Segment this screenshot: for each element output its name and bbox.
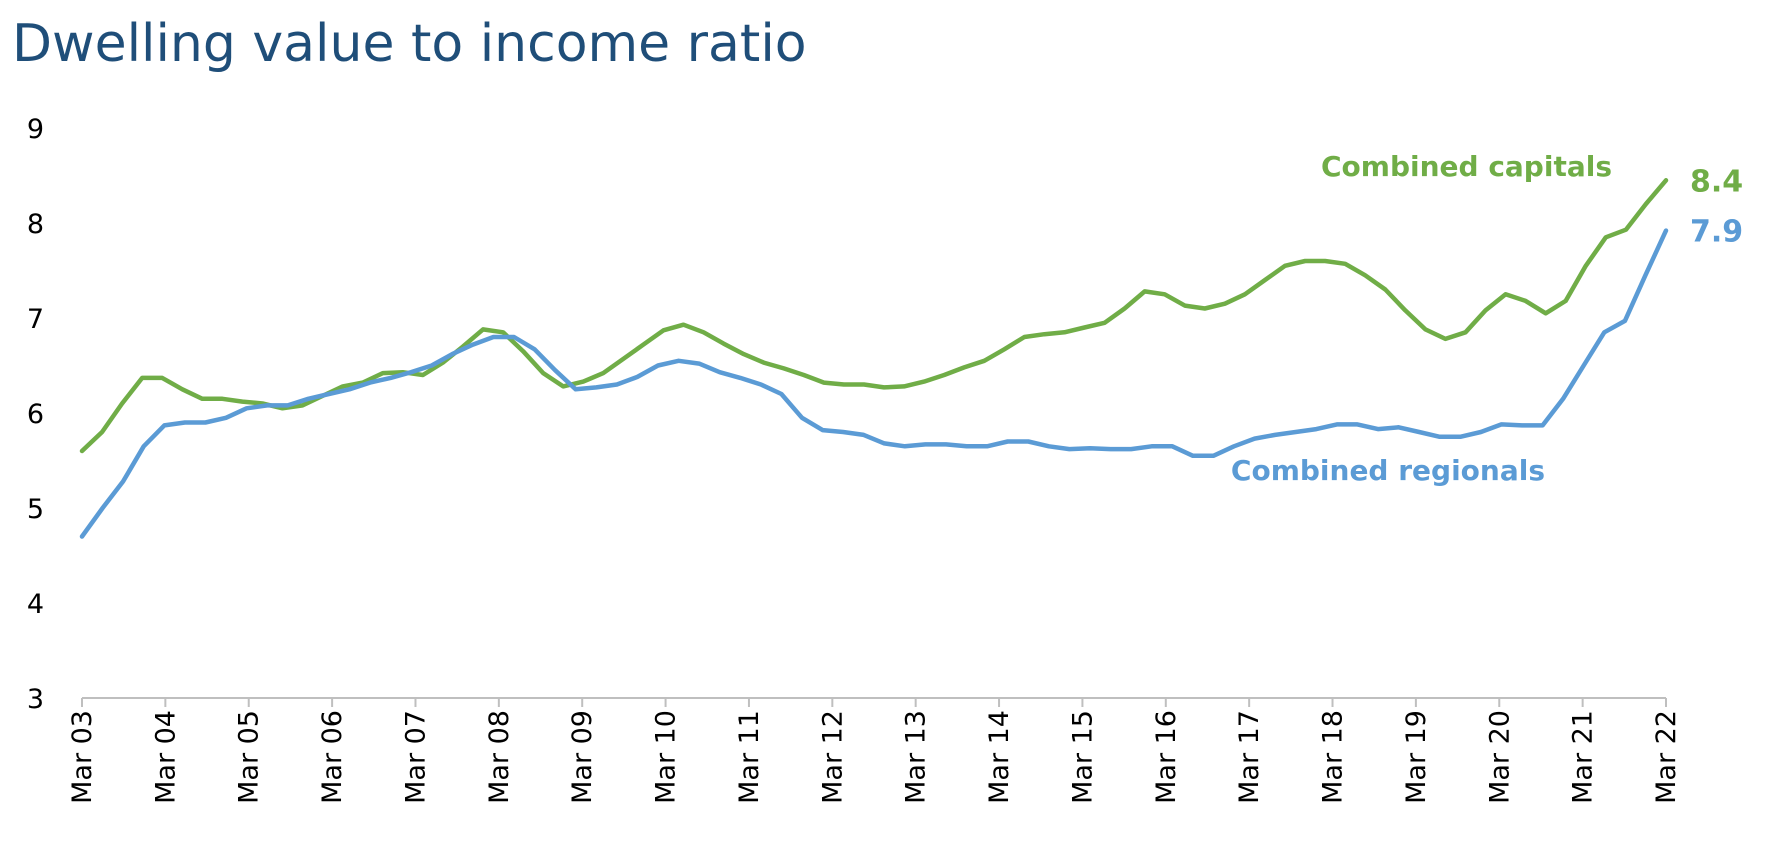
x-tick-label: Mar 14	[984, 710, 1015, 804]
y-tick-label: 4	[27, 589, 44, 620]
series-labels: Combined capitals 8.4 Combined regionals 7.…	[1231, 150, 1743, 487]
y-tick-label: 8	[27, 209, 44, 240]
x-tick-label: Mar 21	[1568, 710, 1599, 804]
x-tick-label: Mar 08	[484, 710, 515, 804]
x-axis-tick-labels: Mar 03 Mar 04 Mar 05 Mar 06 Mar 07 Mar 08 Mar …	[67, 710, 1682, 804]
x-tick-label: Mar 12	[817, 710, 848, 804]
y-tick-label: 3	[27, 684, 44, 715]
x-tick-label: Mar 06	[317, 710, 348, 804]
x-tick-label: Mar 09	[567, 710, 598, 804]
x-axis-ticks	[81, 698, 1667, 707]
series-name-label: Combined regionals	[1231, 454, 1545, 487]
x-tick-label: Mar 13	[901, 710, 932, 804]
series-line-combined-regionals	[79, 228, 1669, 539]
series-end-value-label: 8.4	[1690, 164, 1743, 199]
x-tick-label: Mar 20	[1484, 710, 1515, 804]
y-axis-tick-labels: 3 4 5 6 7 8 9	[27, 114, 44, 715]
x-tick-label: Mar 17	[1234, 710, 1265, 804]
x-tick-label: Mar 10	[651, 710, 682, 804]
series-lines	[79, 178, 1669, 539]
x-tick-label: Mar 15	[1067, 710, 1098, 804]
y-tick-label: 6	[27, 399, 44, 430]
x-tick-label: Mar 22	[1651, 710, 1682, 804]
x-tick-label: Mar 05	[234, 710, 265, 804]
y-tick-label: 7	[27, 304, 44, 335]
x-tick-label: Mar 11	[734, 710, 765, 804]
series-line-combined-capitals	[79, 178, 1669, 454]
x-tick-label: Mar 07	[400, 710, 431, 804]
x-tick-label: Mar 03	[67, 710, 98, 804]
series-name-label: Combined capitals	[1321, 150, 1612, 183]
y-tick-label: 9	[27, 114, 44, 145]
x-tick-label: Mar 18	[1318, 710, 1349, 804]
chart-title: Dwelling value to income ratio	[12, 14, 807, 74]
x-tick-label: Mar 19	[1401, 710, 1432, 804]
x-tick-label: Mar 16	[1151, 710, 1182, 804]
x-tick-label: Mar 04	[150, 710, 181, 804]
y-tick-label: 5	[27, 494, 44, 525]
series-end-value-label: 7.9	[1690, 215, 1743, 250]
